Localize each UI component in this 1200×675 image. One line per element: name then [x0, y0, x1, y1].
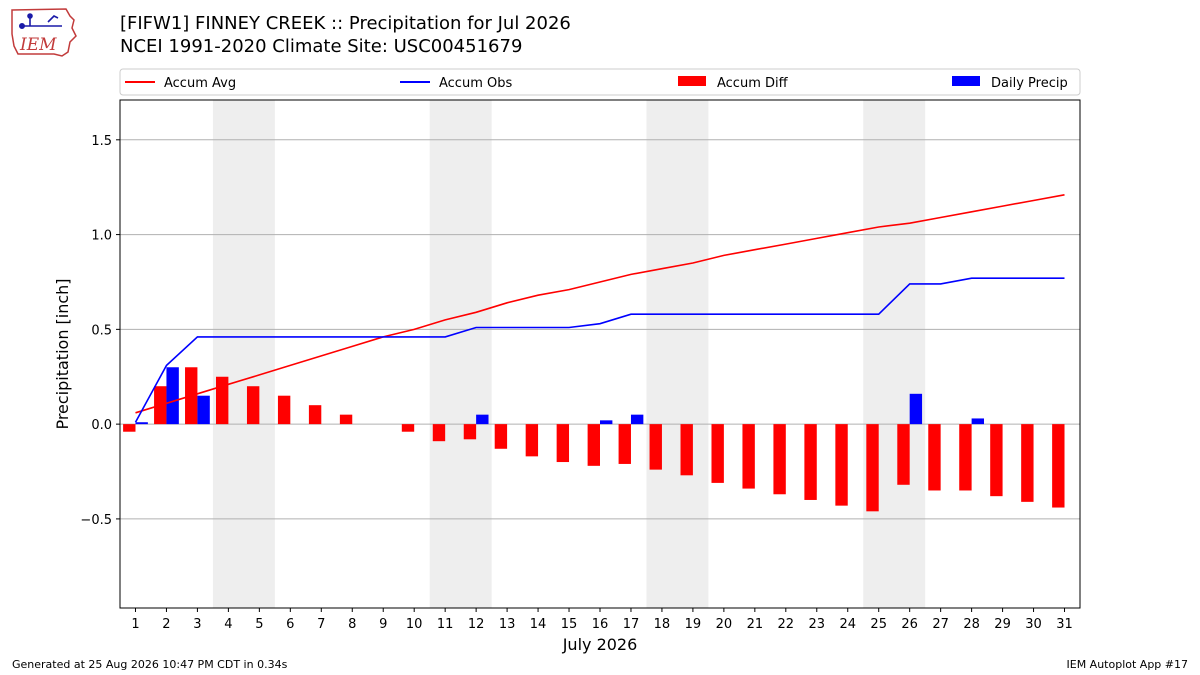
accum-obs-line [134, 277, 1065, 423]
accum-diff-bar [804, 424, 817, 500]
y-tick-label: 1.0 [91, 229, 112, 244]
x-tick-label: 14 [530, 617, 547, 632]
y-tick-label: 1.5 [91, 134, 112, 149]
accum-diff-bar [339, 414, 353, 425]
daily-precip-bar [909, 393, 923, 425]
accum-diff-bar [494, 424, 508, 449]
accum-diff-bar [401, 424, 415, 432]
daily-precip-bar [135, 422, 148, 425]
accum-diff-bar [1052, 424, 1065, 508]
x-tick-label: 25 [870, 617, 887, 632]
accum-avg-line [135, 194, 1065, 414]
daily-precip-bar [971, 418, 984, 425]
legend-daily-precip-swatch [952, 76, 980, 86]
accum-diff-bar [432, 424, 446, 442]
logo-text: IEM [19, 35, 57, 55]
x-tick-label: 2 [162, 617, 170, 632]
x-axis-label: July 2026 [562, 635, 638, 654]
title-line-2: NCEI 1991-2020 Climate Site: USC00451679 [120, 36, 523, 57]
weather-station-icon [19, 13, 62, 29]
title-line-1: [FIFW1] FINNEY CREEK :: Precipitation fo… [120, 13, 571, 34]
x-tick-label: 5 [255, 617, 263, 632]
iem-logo: IEM [11, 8, 77, 57]
legend-daily-precip-label: Daily Precip [991, 76, 1068, 91]
app-credit: IEM Autoplot App #17 [1066, 658, 1189, 671]
accum-diff-bar [308, 405, 322, 425]
accum-diff-bar [216, 376, 229, 425]
chart-title: [FIFW1] FINNEY CREEK :: Precipitation fo… [120, 12, 571, 58]
accum-diff-bar [1021, 424, 1034, 502]
x-tick-label: 29 [994, 617, 1011, 632]
x-tick-label: 18 [654, 617, 671, 632]
accum-diff-bar [587, 424, 600, 466]
accum-diff-bar [618, 424, 631, 464]
x-tick-label: 17 [623, 617, 640, 632]
x-tick-label: 12 [468, 617, 485, 632]
x-tick-label: 15 [561, 617, 578, 632]
x-tick-label: 16 [592, 617, 609, 632]
x-tick-label: 31 [1056, 617, 1073, 632]
daily-precip-bar [166, 367, 179, 425]
x-tick-label: 4 [224, 617, 232, 632]
accum-diff-bar [773, 424, 786, 495]
y-tick-label: −0.5 [80, 513, 112, 528]
accum-diff-bar [123, 424, 136, 432]
weekend-shade [212, 100, 275, 608]
x-tick-label: 6 [286, 617, 294, 632]
x-tick-label: 24 [839, 617, 856, 632]
x-tick-label: 3 [193, 617, 201, 632]
iowa-state-outline [11, 8, 77, 57]
legend-accum-diff-swatch [678, 76, 706, 86]
daily-precip-bar [630, 414, 644, 425]
accum-diff-bar [246, 386, 260, 425]
y-tick-label: 0.5 [91, 323, 112, 338]
x-tick-label: 28 [963, 617, 980, 632]
y-axis-label: Precipitation [inch] [53, 278, 72, 429]
x-tick-label: 7 [317, 617, 325, 632]
y-tick-label: 0.0 [91, 418, 112, 433]
x-tick-label: 9 [379, 617, 387, 632]
weekend-shade [429, 100, 492, 608]
x-tick-label: 21 [747, 617, 764, 632]
daily-precip-bar [197, 395, 210, 425]
accum-diff-bar [556, 424, 570, 463]
x-tick-label: 23 [809, 617, 826, 632]
legend-accum-avg-label: Accum Avg [164, 76, 236, 91]
x-tick-label: 26 [901, 617, 918, 632]
accum-diff-bar [835, 424, 848, 506]
generated-timestamp: Generated at 25 Aug 2026 10:47 PM CDT in… [12, 658, 288, 671]
daily-precip-bar [476, 414, 489, 425]
x-tick-label: 10 [406, 617, 423, 632]
legend-accum-obs-label: Accum Obs [439, 76, 512, 91]
x-tick-label: 1 [131, 617, 139, 632]
accum-diff-bar [959, 424, 972, 491]
accum-diff-bar [649, 424, 662, 470]
x-tick-label: 19 [685, 617, 702, 632]
accum-diff-bar [742, 424, 755, 489]
weekend-shade [646, 100, 709, 608]
accum-diff-bar [711, 424, 724, 483]
accum-diff-bar [463, 424, 477, 440]
weekend-shade [863, 100, 926, 608]
accum-diff-bar [277, 395, 291, 425]
x-tick-label: 11 [437, 617, 454, 632]
x-tick-label: 20 [716, 617, 733, 632]
accum-diff-bar [680, 424, 693, 476]
accum-diff-bar [928, 424, 941, 491]
legend-box [119, 68, 1081, 96]
accum-diff-bar [866, 424, 879, 512]
accum-diff-bar [990, 424, 1003, 497]
x-tick-label: 8 [348, 617, 356, 632]
x-tick-label: 27 [932, 617, 949, 632]
daily-precip-bar [600, 420, 613, 425]
accum-diff-bar [525, 424, 539, 457]
x-tick-label: 22 [778, 617, 795, 632]
x-tick-label: 30 [1025, 617, 1042, 632]
accum-diff-bar [897, 424, 910, 485]
legend-accum-diff-label: Accum Diff [717, 76, 789, 91]
x-tick-label: 13 [499, 617, 516, 632]
